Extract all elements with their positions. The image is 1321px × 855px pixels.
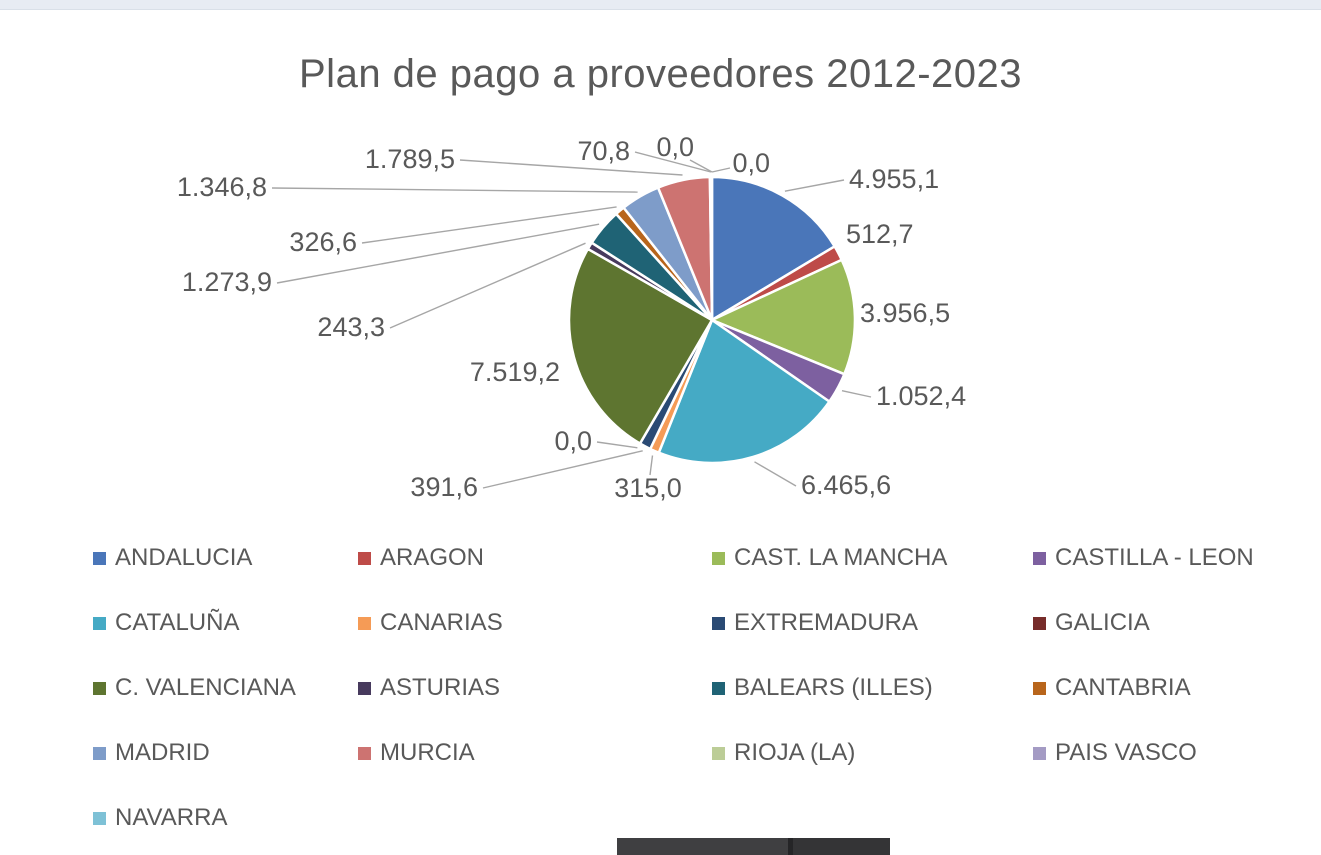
legend-item-catalu-a[interactable]: CATALUÑA — [93, 608, 358, 638]
pie-slice-c-valenciana[interactable] — [567, 247, 714, 445]
taskbar-fragment[interactable] — [617, 838, 890, 855]
leader-line-extremadura — [482, 450, 643, 489]
chart-legend: ANDALUCIA ARAGON CAST. LA MANCHA CASTILLA -… — [93, 543, 1313, 855]
data-label-cantabria: 326,6 — [289, 227, 357, 257]
data-label-galicia: 0,0 — [554, 426, 592, 456]
pie-slice-rioja-la[interactable] — [708, 175, 714, 322]
legend-item-c-valenciana[interactable]: C. VALENCIANA — [93, 673, 358, 703]
leader-line-castilla-leon — [841, 390, 872, 398]
leader-line-canarias — [649, 455, 654, 476]
data-label-extremadura: 391,6 — [410, 472, 478, 502]
legend-marker-galicia — [1033, 616, 1046, 630]
legend-item-andalucia[interactable]: ANDALUCIA — [93, 543, 358, 573]
data-label-pais-vasco: 0,0 — [656, 132, 694, 162]
legend-item-murcia[interactable]: MURCIA — [358, 738, 712, 768]
data-label-catalu-a: 6.465,6 — [801, 470, 891, 500]
taskbar-segment-right[interactable] — [793, 838, 890, 855]
leader-line-madrid — [271, 187, 638, 193]
legend-marker-c-valenciana — [93, 681, 106, 695]
legend-item-galicia[interactable]: GALICIA — [1033, 608, 1313, 638]
legend-label: ANDALUCIA — [115, 544, 253, 571]
legend-marker-aragon — [358, 551, 371, 565]
legend-label: EXTREMADURA — [734, 609, 919, 636]
legend-label: C. VALENCIANA — [115, 674, 296, 701]
leader-line-navarra — [711, 167, 731, 173]
leader-line-cantabria — [361, 206, 617, 244]
legend-item-castilla-leon[interactable]: CASTILLA - LEON — [1033, 543, 1313, 573]
legend-item-cast-la-mancha[interactable]: CAST. LA MANCHA — [712, 543, 1033, 573]
data-label-asturias: 243,3 — [317, 312, 385, 342]
legend-item-navarra[interactable]: NAVARRA — [93, 803, 358, 833]
legend-label: RIOJA (LA) — [734, 739, 856, 766]
legend-label: NAVARRA — [115, 804, 228, 831]
legend-label: CAST. LA MANCHA — [734, 544, 948, 571]
legend-marker-cast-la-mancha — [712, 551, 725, 565]
legend-label: MADRID — [115, 739, 210, 766]
legend-label: CANTABRIA — [1055, 674, 1191, 701]
legend-item-asturias[interactable]: ASTURIAS — [358, 673, 712, 703]
legend-marker-asturias — [358, 681, 371, 695]
legend-marker-catalu-a — [93, 616, 106, 630]
legend-marker-navarra — [93, 811, 106, 825]
legend-marker-balears-illes — [712, 681, 725, 695]
legend-marker-pais-vasco — [1033, 746, 1046, 760]
data-label-andalucia: 4.955,1 — [849, 164, 939, 194]
legend-item-aragon[interactable]: ARAGON — [358, 543, 712, 573]
data-label-navarra: 0,0 — [732, 148, 770, 178]
leader-line-pais-vasco — [689, 159, 713, 173]
data-label-madrid: 1.346,8 — [177, 172, 267, 202]
window-top-strip — [0, 0, 1321, 10]
leader-line-catalu-a — [754, 461, 797, 487]
legend-marker-extremadura — [712, 616, 725, 630]
data-label-rioja-la: 70,8 — [577, 136, 630, 166]
legend-marker-murcia — [358, 746, 371, 760]
taskbar-segment-left[interactable] — [617, 838, 788, 855]
legend-label: GALICIA — [1055, 609, 1150, 636]
legend-label: BALEARS (ILLES) — [734, 674, 933, 701]
legend-item-extremadura[interactable]: EXTREMADURA — [712, 608, 1033, 638]
legend-marker-andalucia — [93, 551, 106, 565]
pie-slice-cast-la-mancha[interactable] — [710, 258, 857, 376]
data-label-balears-illes: 1.273,9 — [182, 267, 272, 297]
leader-line-rioja-la — [634, 151, 712, 173]
legend-marker-castilla-leon — [1033, 551, 1046, 565]
data-label-c-valenciana: 7.519,2 — [470, 357, 560, 387]
legend-label: CASTILLA - LEON — [1055, 544, 1254, 571]
legend-label: CANARIAS — [380, 609, 503, 636]
legend-label: ASTURIAS — [380, 674, 501, 701]
data-label-castilla-leon: 1.052,4 — [876, 381, 966, 411]
legend-label: ARAGON — [380, 544, 485, 571]
legend-label: PAIS VASCO — [1055, 739, 1197, 766]
leader-line-balears-illes — [276, 223, 600, 284]
legend-item-rioja-la[interactable]: RIOJA (LA) — [712, 738, 1033, 768]
data-label-canarias: 315,0 — [614, 473, 682, 503]
leader-line-andalucia — [784, 179, 845, 192]
taskbar-divider — [788, 838, 793, 855]
legend-marker-canarias — [358, 616, 371, 630]
legend-marker-rioja-la — [712, 746, 725, 760]
leader-line-asturias — [389, 242, 586, 329]
leader-line-galicia — [596, 441, 638, 449]
pie-slice-andalucia[interactable] — [710, 175, 836, 322]
legend-item-balears-illes[interactable]: BALEARS (ILLES) — [712, 673, 1033, 703]
legend-item-madrid[interactable]: MADRID — [93, 738, 358, 768]
legend-marker-cantabria — [1033, 681, 1046, 695]
legend-label: CATALUÑA — [115, 609, 240, 636]
pie-plot: 4.955,1 512,7 3.956,5 1.052,4 6.465,6 315,0 39… — [177, 132, 966, 503]
data-label-murcia: 1.789,5 — [365, 144, 455, 174]
legend-label: MURCIA — [380, 739, 475, 766]
data-label-aragon: 512,7 — [846, 219, 914, 249]
leader-line-murcia — [459, 159, 683, 176]
legend-item-cantabria[interactable]: CANTABRIA — [1033, 673, 1313, 703]
legend-marker-madrid — [93, 746, 106, 760]
legend-item-pais-vasco[interactable]: PAIS VASCO — [1033, 738, 1313, 768]
pie-slice-catalu-a[interactable] — [657, 318, 831, 465]
legend-item-canarias[interactable]: CANARIAS — [358, 608, 712, 638]
data-label-cast-la-mancha: 3.956,5 — [860, 298, 950, 328]
chart-title: Plan de pago a proveedores 2012-2023 — [299, 52, 1022, 96]
